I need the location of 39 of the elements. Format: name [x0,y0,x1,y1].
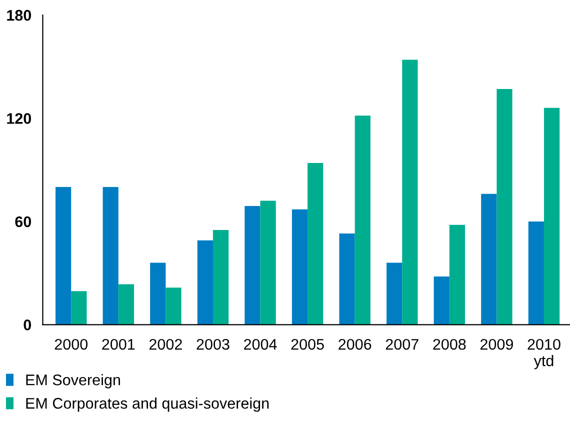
bar [339,233,355,325]
bar [434,276,450,325]
bar [71,291,87,325]
x-tick-label: 2005 [291,338,324,350]
x-tick-label: 2003 [196,338,230,350]
x-tick-label: 2000 [54,338,88,350]
bar [449,224,466,325]
bar [260,200,276,325]
x-tick-label: 2007 [386,338,418,350]
legend-label: EM Corporates and quasi-sovereign [26,398,269,412]
x-tick-label: 2001 [102,338,135,350]
bar [354,116,370,325]
x-tick-label: 2002 [149,338,182,350]
bar [402,60,418,325]
bar [118,284,134,325]
bar [102,187,118,325]
bar [197,240,213,325]
x-tick-label: 2010 ytd [528,338,560,370]
bar [166,288,182,325]
bar [212,230,229,325]
y-tick-label: 60 [15,216,32,228]
bar [496,89,512,325]
bar [386,262,402,325]
bar [150,262,166,325]
legend-label: EM Sovereign [26,374,120,388]
bar [292,209,308,325]
y-tick-label: 120 [7,113,32,124]
bar [481,194,497,325]
x-tick-label: 2004 [244,338,277,350]
bar [56,187,72,325]
y-tick-label: 180 [7,10,32,21]
bar [244,206,260,325]
x-tick-label: 2006 [338,338,372,350]
bar [308,162,324,325]
x-tick-label: 2009 [480,338,513,350]
bar [528,221,544,325]
y-tick-label: 0 [24,320,32,330]
bar [544,108,560,325]
x-tick-label: 2008 [433,338,466,350]
